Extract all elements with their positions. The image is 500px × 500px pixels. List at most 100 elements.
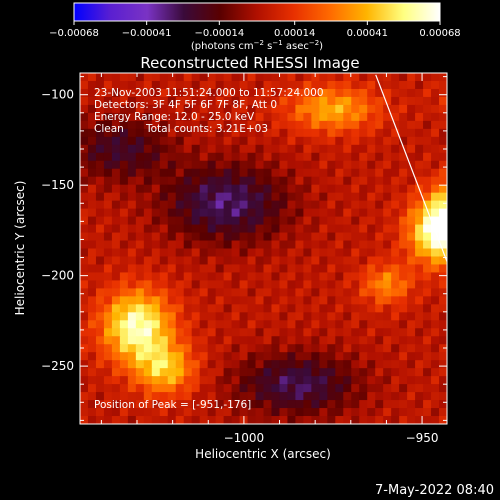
heatmap-cell: [271, 160, 281, 170]
heatmap-cell: [367, 136, 376, 146]
heatmap-cell: [391, 240, 400, 250]
heatmap-cell: [335, 248, 344, 258]
heatmap-cell: [391, 88, 400, 98]
heatmap-cell: [439, 376, 447, 385]
heatmap-cell: [215, 80, 225, 90]
heatmap-cell: [423, 184, 432, 194]
heatmap-cell: [183, 128, 193, 138]
heatmap-cell: [415, 256, 424, 266]
heatmap-cell: [335, 88, 344, 98]
heatmap-cell: [399, 240, 408, 250]
heatmap-cell: [351, 328, 360, 337]
heatmap-cell: [391, 392, 400, 401]
heatmap-cell: [135, 320, 145, 329]
heatmap-cell: [367, 208, 376, 218]
heatmap-cell: [159, 248, 169, 258]
heatmap-cell: [175, 384, 185, 393]
heatmap-cell: [231, 112, 241, 122]
heatmap-cell: [247, 112, 257, 122]
heatmap-cell: [223, 304, 233, 313]
heatmap-cell: [111, 152, 121, 162]
heatmap-cell: [415, 192, 424, 202]
heatmap-cell: [207, 192, 217, 202]
heatmap-cell: [87, 272, 97, 282]
heatmap-cell: [159, 280, 169, 289]
heatmap-cell: [263, 328, 273, 337]
heatmap-cell: [143, 112, 153, 122]
heatmap-cell: [439, 120, 447, 130]
heatmap-cell: [319, 280, 328, 289]
heatmap-cell: [439, 112, 447, 122]
heatmap-cell: [223, 160, 233, 170]
heatmap-cell: [343, 88, 352, 98]
heatmap-cell: [263, 320, 273, 329]
heatmap-cell: [351, 232, 360, 242]
heatmap-cell: [271, 296, 281, 305]
heatmap-cell: [431, 280, 440, 289]
heatmap-cell: [391, 128, 400, 138]
heatmap-cell: [119, 136, 129, 146]
heatmap-cell: [319, 168, 328, 178]
heatmap-cell: [247, 416, 257, 424]
heatmap-cell: [215, 128, 225, 138]
heatmap-cell: [167, 416, 177, 424]
heatmap-cell: [407, 184, 416, 194]
heatmap-cell: [223, 88, 233, 98]
heatmap-cell: [375, 160, 384, 170]
heatmap-cell: [175, 296, 185, 305]
heatmap-cell: [295, 224, 304, 234]
heatmap-cell: [135, 256, 145, 266]
heatmap-cell: [431, 296, 440, 305]
heatmap-cell: [367, 232, 376, 242]
heatmap-cell: [311, 200, 320, 210]
heatmap-cell: [431, 144, 440, 154]
heatmap-cell: [191, 120, 201, 130]
heatmap-cell: [423, 176, 432, 186]
heatmap-cell: [80, 344, 89, 353]
heatmap-cell: [143, 256, 153, 266]
heatmap-cell: [431, 336, 440, 345]
heatmap-cell: [375, 88, 384, 98]
heatmap-cell: [327, 344, 336, 353]
heatmap-cell: [399, 104, 408, 114]
heatmap-cell: [111, 360, 121, 369]
heatmap-cell: [199, 408, 209, 417]
heatmap-cell: [247, 104, 257, 114]
heatmap-cell: [295, 296, 304, 305]
heatmap-cell: [303, 192, 312, 202]
heatmap-cell: [295, 360, 304, 369]
solar-limb-line: [375, 74, 447, 264]
heatmap-cell: [223, 192, 233, 202]
heatmap-cell: [239, 344, 249, 353]
heatmap-cell: [319, 368, 328, 377]
heatmap-cell: [143, 312, 153, 321]
heatmap-cell: [80, 352, 89, 361]
heatmap-cell: [407, 304, 416, 313]
heatmap-cell: [335, 360, 344, 369]
heatmap-cell: [159, 312, 169, 321]
heatmap-cell: [175, 240, 185, 250]
heatmap-cell: [279, 408, 289, 417]
heatmap-cell: [223, 384, 233, 393]
heatmap-cell: [215, 360, 225, 369]
heatmap-cell: [287, 280, 297, 289]
heatmap-cell: [399, 224, 408, 234]
heatmap-cell: [399, 408, 408, 417]
heatmap-cell: [127, 208, 137, 218]
y-tick-label: −150: [41, 178, 74, 192]
heatmap-cell: [295, 136, 304, 146]
heatmap-cell: [367, 312, 376, 321]
heatmap-cell: [399, 320, 408, 329]
heatmap-cell: [343, 224, 352, 234]
heatmap-cell: [423, 280, 432, 289]
heatmap-cell: [231, 264, 241, 274]
heatmap-cell: [183, 136, 193, 146]
heatmap-cell: [383, 216, 392, 226]
heatmap-cell: [311, 400, 320, 409]
heatmap-cell: [335, 344, 344, 353]
heatmap-cell: [167, 360, 177, 369]
heatmap-cell: [151, 216, 161, 226]
heatmap-cell: [239, 168, 249, 178]
heatmap-cell: [287, 384, 297, 393]
heatmap-cell: [335, 296, 344, 305]
